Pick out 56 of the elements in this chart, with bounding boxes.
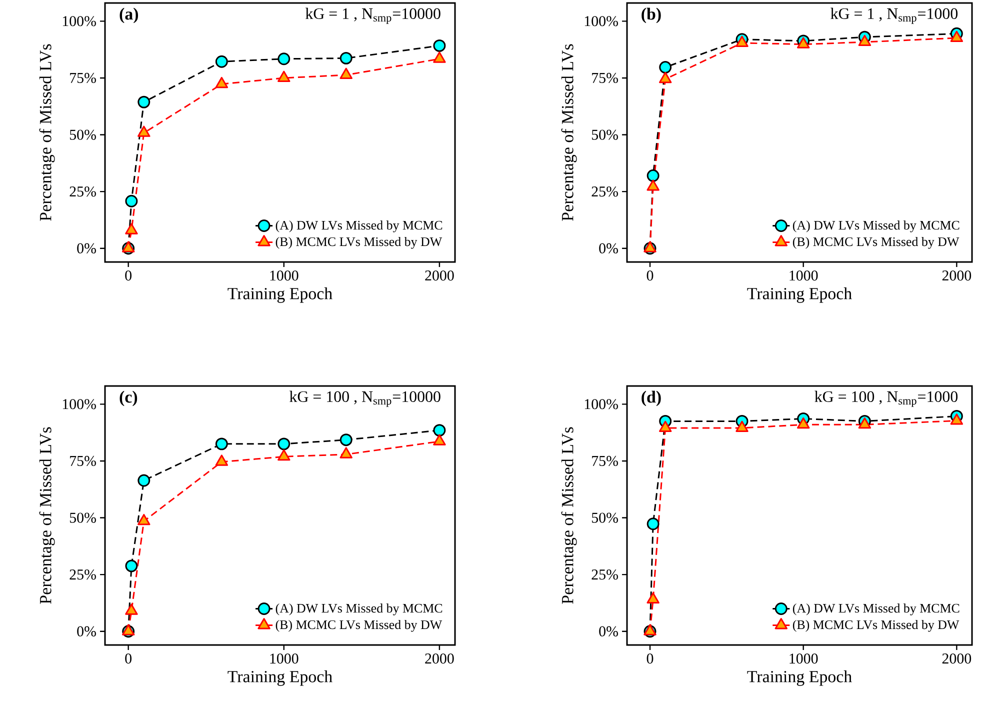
y-tick-label: 100% [584, 16, 618, 26]
chart-title: (c) [120, 390, 138, 406]
y-tick-label: 0% [599, 243, 618, 254]
x-axis-title: Training Epoch [747, 287, 852, 303]
x-tick-label: 0 [646, 654, 654, 664]
x-axis-title: Training Epoch [747, 670, 852, 686]
x-axis-title: Training Epoch [228, 287, 332, 303]
x-tick-label: 2000 [942, 270, 972, 281]
y-tick-label: 100% [584, 399, 618, 410]
legend-label: (B) MCMC LVs Missed by DW [792, 236, 960, 249]
y-tick-label: 25% [592, 570, 618, 580]
y-tick-label: 25% [70, 186, 96, 197]
x-tick-label: 1000 [790, 654, 818, 664]
y-axis-title: Percentage of Missed LVs [39, 427, 55, 604]
x-axis-title: Training Epoch [228, 670, 332, 686]
x-tick-label: 1000 [270, 654, 298, 664]
x-tick-label: 2000 [425, 270, 454, 281]
y-tick-label: 75% [70, 456, 96, 466]
x-tick-label: 2000 [942, 654, 972, 664]
x-tick-label: 2000 [425, 654, 454, 664]
legend-label: (B) MCMC LVs Missed by DW [276, 236, 442, 249]
y-axis-title: Percentage of Missed LVs [561, 427, 577, 604]
legend-label: (A) DW LVs Missed by MCMC [276, 220, 442, 232]
chart-subtitle: kG = 100 , N$_{smp}$=10000 [290, 390, 440, 407]
y-tick-label: 50% [592, 130, 618, 140]
legend-label: (A) DW LVs Missed by MCMC [792, 220, 960, 232]
legend-label: (A) DW LVs Missed by MCMC [792, 604, 960, 616]
y-tick-label: 75% [70, 72, 96, 84]
legend-label: (B) MCMC LVs Missed by DW [276, 620, 442, 632]
chart-title: (b) [642, 8, 661, 24]
y-tick-label: 100% [62, 16, 96, 26]
y-tick-label: 50% [70, 512, 96, 523]
x-tick-label: 0 [125, 654, 132, 664]
y-tick-label: 50% [592, 512, 618, 523]
chart-subtitle: kG = 100 , N$_{smp}$=1000 [814, 390, 958, 407]
y-tick-label: 25% [592, 186, 618, 197]
y-tick-label: 0% [599, 626, 618, 636]
x-tick-label: 0 [646, 270, 654, 281]
y-tick-label: 100% [62, 399, 96, 410]
y-tick-label: 50% [70, 130, 96, 140]
y-tick-label: 25% [70, 570, 96, 580]
chart-title: (d) [642, 390, 661, 406]
y-tick-label: 75% [592, 456, 618, 466]
y-tick-label: 0% [77, 626, 96, 636]
y-tick-label: 0% [77, 243, 96, 254]
x-tick-label: 1000 [270, 270, 298, 281]
y-axis-title: Percentage of Missed LVs [561, 44, 577, 221]
x-tick-label: 1000 [790, 270, 818, 281]
x-tick-label: 0 [125, 270, 132, 281]
legend-label: (B) MCMC LVs Missed by DW [792, 620, 960, 632]
legend-label: (A) DW LVs Missed by MCMC [276, 604, 442, 616]
y-tick-label: 75% [592, 72, 618, 84]
chart-subtitle: kG = 1 , N$_{smp}$=1000 [830, 8, 958, 24]
y-axis-title: Percentage of Missed LVs [39, 44, 55, 221]
chart-subtitle: kG = 1 , N$_{smp}$=10000 [305, 8, 440, 24]
chart-title: (a) [120, 8, 138, 24]
